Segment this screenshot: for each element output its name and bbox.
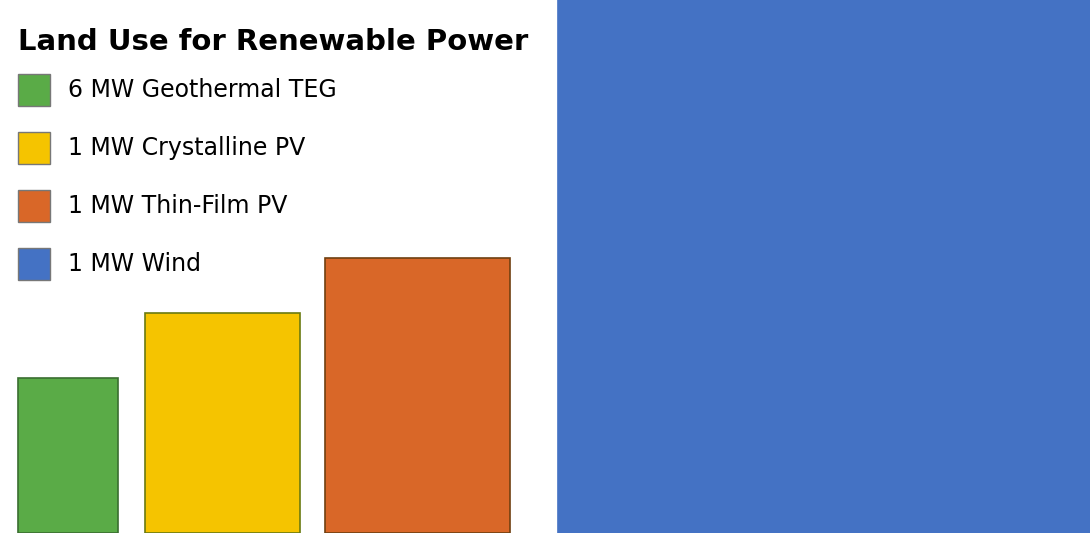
Bar	[19, 190, 50, 222]
Bar	[145, 313, 300, 533]
Bar	[19, 132, 50, 164]
Text: Land Use for Renewable Power: Land Use for Renewable Power	[19, 28, 529, 56]
Bar	[19, 248, 50, 280]
Text: 6 MW Geothermal TEG: 6 MW Geothermal TEG	[68, 78, 337, 102]
Bar	[19, 74, 50, 106]
Bar	[19, 378, 118, 533]
Bar	[558, 0, 1090, 533]
Bar	[325, 258, 510, 533]
Text: 1 MW Wind: 1 MW Wind	[68, 252, 201, 276]
Text: 1 MW Crystalline PV: 1 MW Crystalline PV	[68, 136, 305, 160]
Text: 1 MW Thin-Film PV: 1 MW Thin-Film PV	[68, 194, 288, 218]
